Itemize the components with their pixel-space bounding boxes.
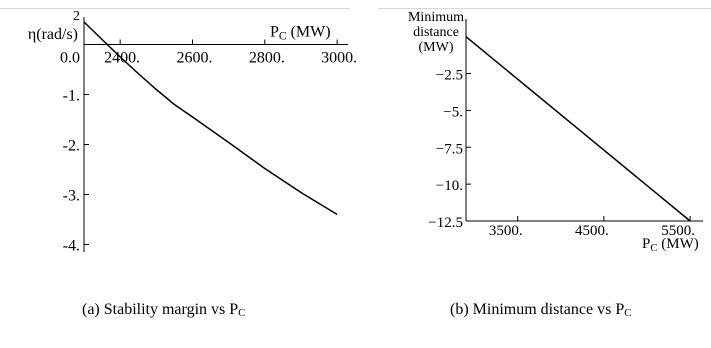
x-tick-label: 5500. [661,223,695,239]
caption-b-text: (b) Minimum distance vs P [450,301,625,318]
caption-a: (a) Stability margin vs PC [82,301,245,319]
y-axis-label-line: Minimum [408,10,464,25]
x-tick-label: 4500. [575,223,609,239]
caption-b: (b) Minimum distance vs PC [450,301,632,319]
y-axis-label-line: distance [413,25,459,40]
y-tick-label: -2. [63,138,80,155]
caption-b-sub: C [624,307,632,319]
y-tick-label: −12.5 [428,215,463,231]
x-axis-label: PC (MW) [270,24,331,43]
y-tick-label: −7.5 [436,141,463,157]
series-line-minimum-distance [465,36,691,222]
y-tick-label: -3. [63,188,80,205]
y-tick-label: 0.0 [60,50,80,67]
x-tick-label: 2600. [176,50,212,67]
x-tick-label: 3500. [489,223,523,239]
caption-a-sub: C [238,307,246,319]
minimum-distance-chart: −2.5 −5. −7.5 −10. −12.5 3500. 4500. 5500. Minim… [408,10,703,254]
y-axis-label: η(rad/s) [28,26,78,43]
top-rule-left [0,8,350,9]
y-tick-label: -1. [63,88,80,105]
y-axis-label-line: (MW) [419,40,454,55]
y-tick-label: -4. [63,238,80,255]
top-rule-right [378,8,711,9]
y-tick-label: −10. [436,178,463,194]
y-tick-label: −5. [443,104,463,120]
caption-a-text: (a) Stability margin vs P [82,301,239,318]
x-axis-label: PC (MW) [642,236,699,254]
series-line-stability-margin [83,21,338,216]
stability-margin-chart: 2400. 2600. 2800. 3000.0.0-1.-2.-3.-4.2η(ra… [28,9,357,255]
x-tick-label: 2800. [249,50,285,67]
x-tick-label: 3000. [321,50,357,67]
y-tick-label: −2.5 [436,68,463,84]
y-top-label: 2 [73,9,80,24]
